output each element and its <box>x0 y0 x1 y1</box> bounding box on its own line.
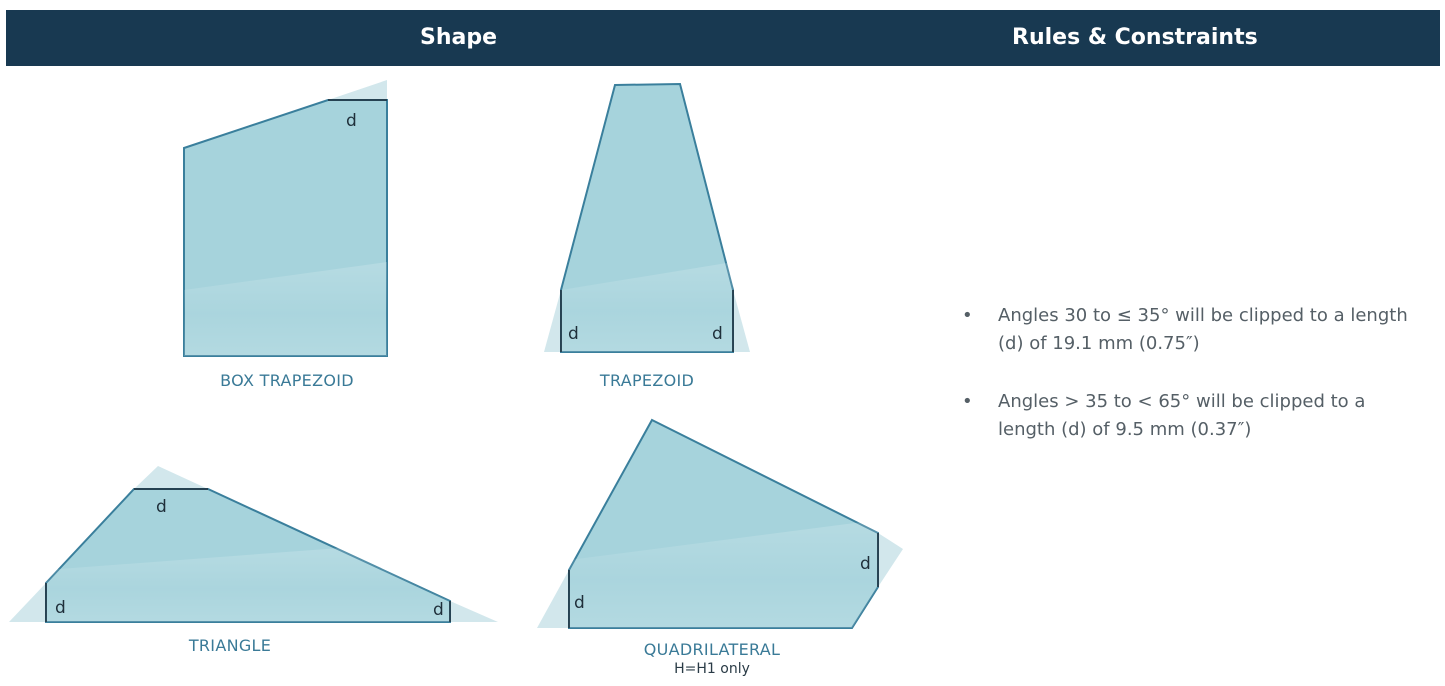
triangle-clipped-corner-top <box>134 466 208 489</box>
triangle-label: TRIANGLE <box>188 636 272 655</box>
quadrilateral-label: QUADRILATERAL <box>643 640 781 659</box>
box-trapezoid-label: BOX TRAPEZOID <box>220 371 354 390</box>
clip-d-label-triangle-right: d <box>433 600 444 620</box>
quadrilateral-shape <box>537 418 903 629</box>
rule-text: Angles > 35 to < 65° will be clipped to … <box>998 391 1366 440</box>
rule-text: Angles 30 to ≤ 35° will be clipped to a … <box>998 305 1408 354</box>
rule-item: • Angles > 35 to < 65° will be clipped t… <box>958 388 1428 444</box>
header-bar: Shape Rules & Constraints <box>6 10 1440 66</box>
quadrilateral-clipped-corner-right <box>878 533 903 587</box>
trapezoid-clipped-corner-left <box>544 290 561 352</box>
triangle-shape <box>9 466 498 623</box>
clip-d-label-triangle-left: d <box>55 598 66 618</box>
box-trapezoid-shape <box>183 80 388 357</box>
clip-d-label-quadrilateral-right: d <box>860 554 871 574</box>
bullet-icon: • <box>962 305 973 326</box>
bullet-icon: • <box>962 391 973 412</box>
rules-column-title: Rules & Constraints <box>1012 25 1258 50</box>
triangle-clipped-corner-right <box>450 601 498 622</box>
rules-list: • Angles 30 to ≤ 35° will be clipped to … <box>958 302 1428 474</box>
trapezoid-clipped-corner-right <box>733 290 750 352</box>
box-trapezoid-clipped-corner <box>328 80 387 100</box>
quadrilateral-note: H=H1 only <box>674 661 750 677</box>
quadrilateral-clipped-corner-left <box>537 570 569 628</box>
trapezoid-shape <box>544 82 750 353</box>
clip-d-label-box-trapezoid: d <box>346 111 357 131</box>
rule-item: • Angles 30 to ≤ 35° will be clipped to … <box>958 302 1428 358</box>
clip-d-label-triangle-top: d <box>156 497 167 517</box>
clip-d-label-trapezoid-left: d <box>568 324 579 344</box>
triangle-clipped-corner-left <box>9 583 46 622</box>
clip-d-label-trapezoid-right: d <box>712 324 723 344</box>
trapezoid-label: TRAPEZOID <box>599 371 695 390</box>
shape-column-title: Shape <box>420 25 498 50</box>
clip-d-label-quadrilateral-left: d <box>574 593 585 613</box>
